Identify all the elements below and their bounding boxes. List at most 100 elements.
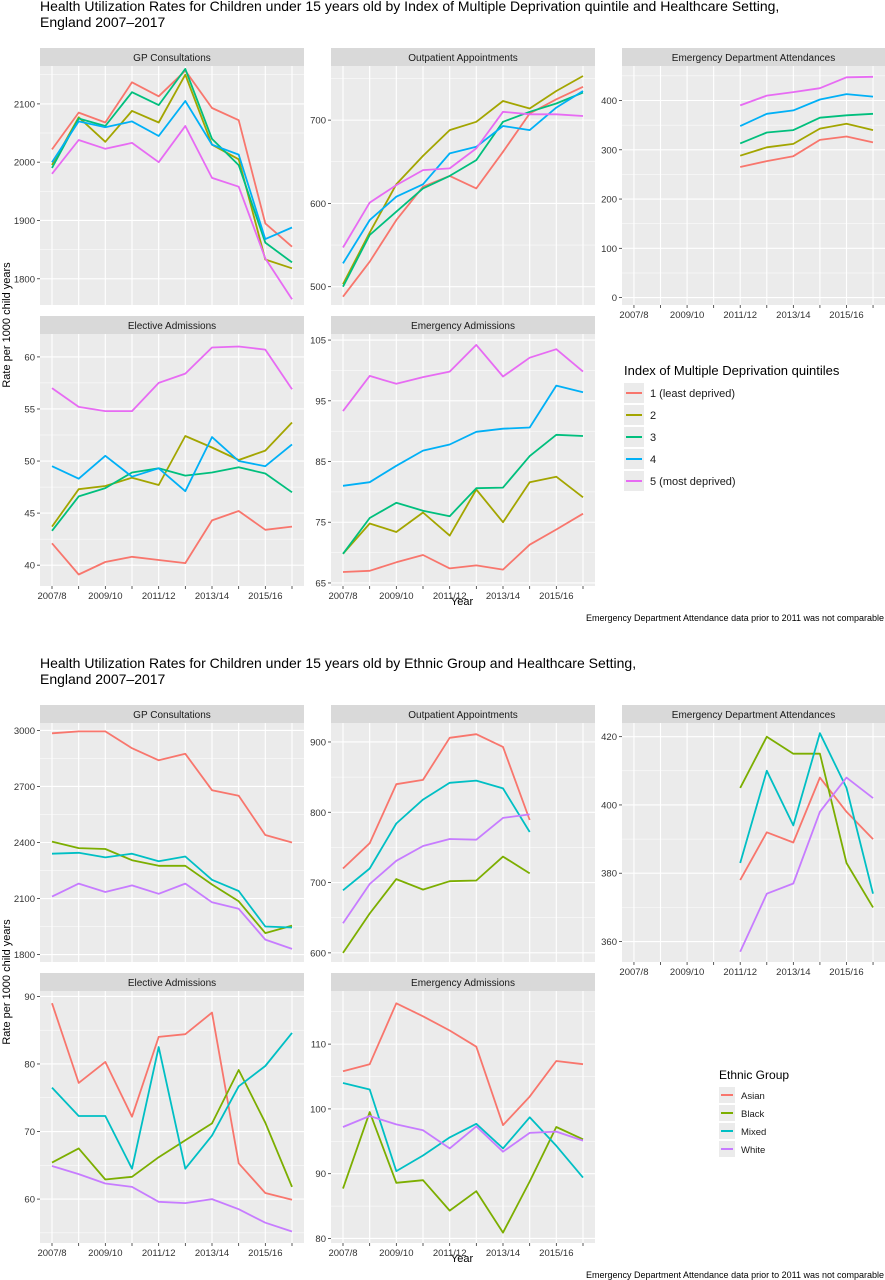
x-tick-label: 2007/8 xyxy=(328,591,357,602)
panel-emergency-admissions: Emergency Admissions 65 75 85 95 105 2007/8 200… xyxy=(310,316,595,602)
panel-title: Emergency Admissions xyxy=(411,321,515,332)
legend-label: 1 (least deprived) xyxy=(650,388,735,400)
figure2-footnote: Emergency Department Attendance data pri… xyxy=(586,1270,884,1280)
y-tick-label: 1800 xyxy=(14,274,35,285)
x-tick-label: 2007/8 xyxy=(619,310,648,321)
figure1-legend-title: Index of Multiple Deprivation quintiles xyxy=(624,363,840,378)
panel-strip xyxy=(40,705,304,723)
series-line-mixed xyxy=(51,851,293,929)
legend-item: 4 xyxy=(624,449,656,469)
x-tick-label: 2009/10 xyxy=(88,1248,122,1259)
series-line-4 xyxy=(342,384,584,487)
y-tick-label: 1800 xyxy=(14,950,35,961)
series-line-2 xyxy=(739,122,874,157)
y-tick-label: 100 xyxy=(310,1104,326,1115)
y-tick-label: 55 xyxy=(24,404,35,415)
figure1-legend: Index of Multiple Deprivation quintiles … xyxy=(624,363,840,491)
legend-item: 1 (least deprived) xyxy=(624,383,735,403)
series-line-5-most-deprived xyxy=(51,125,293,300)
legend-label: 5 (most deprived) xyxy=(650,476,736,488)
figure2-x-axis-label: Year xyxy=(451,1253,474,1265)
plot-area xyxy=(331,66,595,305)
x-tick-label: 2009/10 xyxy=(379,591,413,602)
legend-item: Mixed xyxy=(719,1123,766,1139)
series-line-black xyxy=(739,735,874,908)
y-tick-label: 75 xyxy=(315,518,326,529)
series-line-1-least-deprived xyxy=(740,135,874,168)
legend-item: Black xyxy=(719,1105,764,1121)
legend-label: Black xyxy=(741,1109,764,1120)
x-tick-label: 2015/16 xyxy=(829,967,863,978)
legend-label: White xyxy=(741,1145,765,1156)
panel-strip xyxy=(331,705,595,723)
x-tick-label: 2015/16 xyxy=(248,591,282,602)
series-line-4 xyxy=(739,93,874,127)
panel-title: Emergency Department Attendances xyxy=(672,710,835,721)
legend-item: White xyxy=(719,1141,765,1157)
legend-label: Mixed xyxy=(741,1127,766,1138)
y-tick-label: 90 xyxy=(315,1169,326,1180)
y-tick-label: 200 xyxy=(601,195,617,206)
series-line-mixed xyxy=(51,1032,293,1170)
legend-label: 3 xyxy=(650,432,656,444)
panel-title: Elective Admissions xyxy=(128,978,216,989)
panel-title: GP Consultations xyxy=(133,53,211,64)
y-tick-label: 2100 xyxy=(14,894,35,905)
x-tick-label: 2007/8 xyxy=(619,967,648,978)
panel-gp-consultations: GP Consultations 1800 1900 2000 2100 xyxy=(14,48,304,305)
series-line-1-least-deprived xyxy=(342,512,584,573)
series-line-3 xyxy=(51,466,293,532)
panel-emergency-department-attendances: Emergency Department Attendances 360 380 40… xyxy=(601,705,885,978)
y-tick-label: 800 xyxy=(310,808,326,819)
series-line-5-most-deprived xyxy=(51,345,293,412)
y-tick-label: 1900 xyxy=(14,216,35,227)
series-line-black xyxy=(342,855,531,954)
figure1-footnote: Emergency Department Attendance data pri… xyxy=(586,613,884,623)
x-tick-label: 2013/14 xyxy=(776,967,810,978)
y-tick-label: 60 xyxy=(24,352,35,363)
x-tick-label: 2013/14 xyxy=(195,1248,229,1259)
x-tick-label: 2009/10 xyxy=(88,591,122,602)
series-line-2 xyxy=(51,73,293,270)
figure2-legend-title: Ethnic Group xyxy=(719,1068,789,1082)
x-tick-label: 2015/16 xyxy=(539,591,573,602)
series-line-1-least-deprived xyxy=(51,69,293,248)
plot-area xyxy=(40,66,304,305)
y-tick-label: 70 xyxy=(24,1127,35,1138)
series-line-3 xyxy=(342,91,584,288)
panel-title: Emergency Admissions xyxy=(411,978,515,989)
series-line-asian xyxy=(51,730,293,844)
series-line-3 xyxy=(739,112,874,145)
x-tick-label: 2011/12 xyxy=(723,967,757,978)
x-tick-label: 2009/10 xyxy=(670,967,704,978)
y-tick-label: 50 xyxy=(24,457,35,468)
y-tick-label: 380 xyxy=(601,869,617,880)
panel-outpatient-appointments: Outpatient Appointments 500 600 700 xyxy=(310,48,595,305)
y-tick-label: 65 xyxy=(315,578,326,589)
y-tick-label: 420 xyxy=(601,732,617,743)
figure2-title: Health Utilization Rates for Children un… xyxy=(40,655,636,671)
panel-title: Outpatient Appointments xyxy=(408,53,518,64)
panel-elective-admissions: Elective Admissions 60 70 80 90 2007/8 2009/10… xyxy=(24,973,304,1259)
series-line-white xyxy=(739,776,874,953)
series-line-4 xyxy=(342,90,584,264)
y-tick-label: 900 xyxy=(310,737,326,748)
x-tick-label: 2013/14 xyxy=(486,1248,520,1259)
y-tick-label: 105 xyxy=(310,336,326,347)
series-line-mixed xyxy=(739,732,874,894)
series-line-3 xyxy=(342,433,584,555)
series-line-black xyxy=(51,1069,293,1188)
y-tick-label: 80 xyxy=(315,1234,326,1245)
x-tick-label: 2013/14 xyxy=(195,591,229,602)
legend-item: 5 (most deprived) xyxy=(624,471,736,491)
y-tick-label: 3000 xyxy=(14,726,35,737)
series-line-5-most-deprived xyxy=(342,110,584,248)
y-tick-label: 600 xyxy=(310,199,326,210)
y-tick-label: 95 xyxy=(315,396,326,407)
series-line-5-most-deprived xyxy=(342,344,584,412)
legend-label: 4 xyxy=(650,454,656,466)
y-tick-label: 0 xyxy=(612,293,617,304)
y-tick-label: 85 xyxy=(315,457,326,468)
panel-strip xyxy=(40,973,304,991)
series-line-4 xyxy=(51,436,293,493)
